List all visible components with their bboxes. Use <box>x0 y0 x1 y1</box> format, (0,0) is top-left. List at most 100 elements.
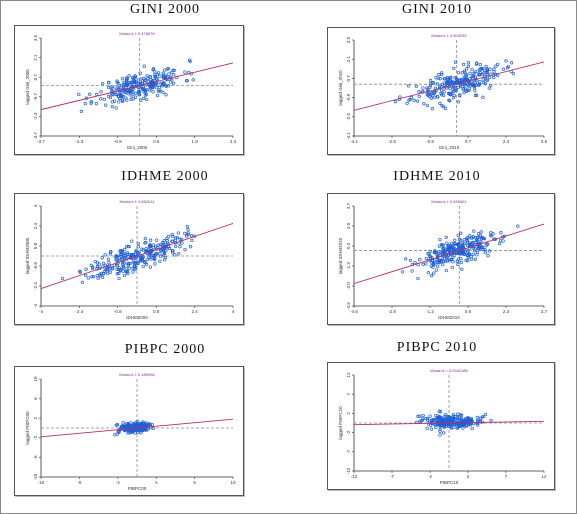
idhme2000-point <box>170 249 174 253</box>
gini2000-point <box>172 72 176 77</box>
gini2000-x-tick-label: 0.5 <box>153 139 160 144</box>
gini2010-point <box>511 71 515 76</box>
idhme2010-point <box>471 241 475 245</box>
gini2000-point <box>94 101 99 106</box>
gini2000-point <box>155 93 160 98</box>
pibpc2000-y-tick-label: -2 <box>33 435 38 439</box>
pibpc2000-x-tick-label: -6 <box>77 480 81 485</box>
pibpc2010-point <box>416 414 420 419</box>
idhme2010-point <box>479 230 483 234</box>
gini2010-x-tick-label: -0.9 <box>426 139 434 144</box>
pibpc2010-point <box>476 420 480 424</box>
idhme2010-point <box>460 241 465 245</box>
pibpc2010-point <box>450 418 454 423</box>
gini2000-point <box>95 92 99 97</box>
gini2000-point <box>127 74 131 78</box>
idhme2000-point <box>148 238 153 242</box>
gini2000-point <box>158 74 162 78</box>
idhme2010-morans-i-label: Moran's I: 0.595401 <box>431 199 467 204</box>
idhme2000-point <box>126 263 130 268</box>
gini2000-morans-i-label: Moran's I: 0.476578 <box>119 31 155 36</box>
idhme2000-point <box>122 273 127 278</box>
gini2000-y-tick-label: 2.1 <box>33 54 38 61</box>
idhme2010-point <box>429 274 434 278</box>
gini2010-point <box>495 62 500 67</box>
pibpc2010-point <box>421 413 425 418</box>
idhme2010-x-tick-label: -1.2 <box>426 309 434 314</box>
plot-pibpc-2010: Moran's I: 0.0342186 -12 -7 -2 2 7 12 12 7 2 -2 -7 -… <box>327 362 555 490</box>
gini2000-point <box>123 90 127 95</box>
gini2000-point <box>153 72 157 77</box>
gini2010-point <box>436 95 440 99</box>
gini2010-point <box>461 86 466 91</box>
gini2010-point <box>464 67 469 71</box>
idhme2010-point <box>418 258 422 262</box>
gini2000-point <box>137 92 141 97</box>
idhme2000-point <box>186 228 190 232</box>
idhme2000-point <box>115 272 119 276</box>
idhme2010-point <box>450 265 454 270</box>
gini2010-point <box>471 74 476 78</box>
gini2010-point <box>466 61 471 65</box>
idhme2010-point <box>444 268 448 273</box>
idhme2010-point <box>466 255 471 259</box>
idhme2000-point <box>160 247 164 252</box>
gini2000-point <box>102 97 106 102</box>
pibpc2000-point <box>139 431 143 435</box>
pibpc2010-point <box>435 416 439 420</box>
idhme2010-point <box>499 231 503 235</box>
gini2000-point <box>100 82 105 86</box>
pibpc2010-point <box>470 426 474 431</box>
idhme2000-point <box>136 241 140 246</box>
idhme2000-point <box>170 232 174 237</box>
idhme2010-y-tick-label: 0.3 <box>346 242 351 249</box>
gini2010-point <box>452 66 456 71</box>
gini2000-point <box>138 71 142 75</box>
scatter-pibpc-2010: Moran's I: 0.0342186 -12 -7 -2 2 7 12 12 7 2 -2 -7 -… <box>338 368 547 485</box>
gini2000-point <box>139 98 143 102</box>
gini2010-point <box>494 64 498 68</box>
pibpc2010-y-tick-label: -12 <box>346 467 351 474</box>
gini2000-point <box>120 98 125 102</box>
pibpc2000-regression-line <box>41 418 233 438</box>
idhme2000-point <box>78 269 82 273</box>
idhme2000-point <box>178 237 182 241</box>
gini2000-point <box>144 78 148 82</box>
pibpc2010-point <box>438 410 443 414</box>
gini2010-point <box>435 82 440 86</box>
gini2000-point <box>99 90 103 94</box>
gini2000-y-tick-label: 3.5 <box>33 34 38 41</box>
idhme2000-point <box>147 244 152 248</box>
plot-idhme-2000: Moran's I: 0.652611 -4 -2.4 -0.8 0.8 2.4 4 4 2.4… <box>14 193 244 325</box>
gini2000-point <box>135 82 139 86</box>
idhme2010-regression-line <box>354 223 544 285</box>
pibpc2010-y-axis-label: lagged PIBPC10 <box>338 406 343 440</box>
idhme2000-point <box>96 276 100 281</box>
title-idhme-2000: IDHME 2000 <box>121 169 209 184</box>
idhme2010-y-tick-label: -1.3 <box>346 262 351 270</box>
gini2000-point <box>89 100 93 104</box>
gini2010-point <box>474 62 479 66</box>
idhme2010-point <box>445 241 449 245</box>
gini2010-point <box>430 91 434 95</box>
pibpc2010-point <box>489 419 493 423</box>
idhme2010-y-tick-label: -4.6 <box>346 302 351 310</box>
pibpc2010-point <box>458 413 463 417</box>
gini2000-point <box>122 80 126 85</box>
gini2000-point <box>143 90 148 94</box>
gini2000-point <box>111 93 115 97</box>
gini2010-point <box>466 64 471 68</box>
gini2000-point <box>110 104 114 109</box>
gini2010-point <box>422 102 426 106</box>
gini2010-point <box>442 77 446 81</box>
pibpc2010-point <box>468 423 473 427</box>
gini2010-point <box>439 91 443 96</box>
pibpc2010-point <box>443 414 447 419</box>
gini2010-point <box>484 64 488 69</box>
idhme2010-y-tick-label: 3.7 <box>346 202 351 209</box>
idhme2000-point <box>95 274 99 278</box>
idhme2010-point <box>516 224 520 228</box>
idhme2000-point <box>171 234 175 239</box>
gini2010-point <box>443 106 448 111</box>
